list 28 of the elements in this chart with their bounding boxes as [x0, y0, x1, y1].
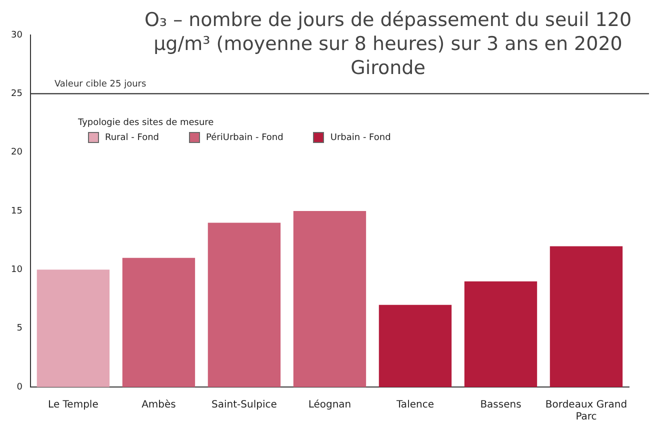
bar: [550, 246, 623, 387]
bar: [378, 304, 452, 387]
bar: [122, 258, 196, 387]
y-tick-label: 10: [11, 265, 23, 276]
bar: [208, 222, 281, 387]
x-tick-label: Ambès: [142, 400, 176, 411]
bar: [464, 281, 538, 387]
chart-title: O₃ – nombre de jours de dépassement du seuil 120 µg/m³ (moyenne sur 8 heures) sur 3 ans en 2020: [143, 8, 633, 56]
y-tick-label: 25: [11, 89, 22, 100]
legend-label: Rural - Fond: [105, 132, 160, 142]
legend-label: PériUrbain - Fond: [206, 132, 284, 142]
x-tick-label: Saint-Sulpice: [212, 400, 277, 411]
ref-line-label: Valeur cible 25 jours: [54, 80, 147, 90]
text: Gironde: [350, 56, 426, 80]
y-tick-label: 5: [16, 324, 22, 334]
legend-title: Typologie des sites de mesure: [78, 118, 215, 128]
x-tick-label: Bordeaux Grand Parc: [545, 400, 628, 423]
y-tick-label: 0: [16, 382, 23, 392]
x-tick-label: Le Temple: [48, 400, 98, 411]
x-tick-label: Bassens: [480, 400, 522, 411]
legend-label: Urbain - Fond: [330, 132, 391, 142]
y-tick-label: 30: [11, 30, 23, 40]
x-tick-label: Léognan: [308, 400, 352, 411]
y-tick-label: 15: [11, 206, 22, 216]
bar: [293, 211, 366, 387]
x-tick-label: Talence: [395, 400, 434, 411]
y-tick-label: 20: [11, 148, 23, 158]
bar: [36, 270, 110, 387]
